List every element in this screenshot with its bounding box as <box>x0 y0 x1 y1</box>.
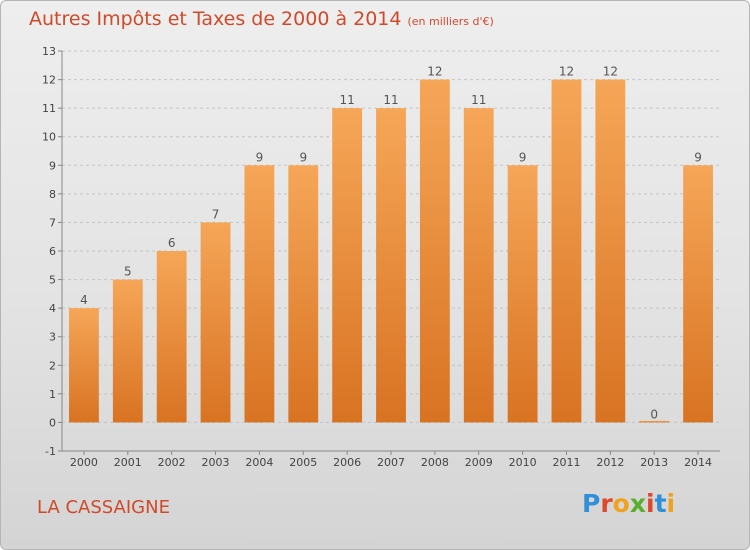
data-label: 5 <box>124 265 132 279</box>
logo-letter: r <box>600 489 613 518</box>
bar <box>419 79 450 423</box>
y-tick-label: 11 <box>42 102 56 115</box>
y-tick-label: 13 <box>42 45 56 58</box>
data-label: 9 <box>299 150 307 164</box>
x-tick-labels: 2000 2001 2002 2003 2004 2005 2006 2007 2008 2009… <box>70 456 712 469</box>
proxiti-logo[interactable]: Proxiti <box>582 489 675 518</box>
x-tick-label: 2003 <box>202 456 230 469</box>
y-tick-label: 10 <box>42 131 56 144</box>
x-tick-label: 2010 <box>509 456 537 469</box>
x-tick-label: 2011 <box>552 456 580 469</box>
y-tick-label: 6 <box>49 245 56 258</box>
chart-title-block: Autres Impôts et Taxes de 2000 à 2014 (en… <box>29 8 494 30</box>
data-label: 4 <box>80 293 88 307</box>
y-tick-label: 8 <box>49 188 56 201</box>
place-name: LA CASSAIGNE <box>37 497 170 518</box>
data-label: 11 <box>471 93 486 107</box>
data-label: 9 <box>256 150 264 164</box>
y-tick-label: 3 <box>49 331 56 344</box>
logo-letter: t <box>654 489 667 518</box>
bar <box>376 108 406 423</box>
bar <box>244 165 275 423</box>
x-tick-label: 2005 <box>289 456 317 469</box>
data-label: 12 <box>559 65 574 79</box>
x-tick-label: 2006 <box>333 456 361 469</box>
bar <box>639 420 670 423</box>
y-tick-label: 4 <box>49 302 56 315</box>
chart-unit: (en milliers d'€) <box>407 15 494 28</box>
y-tick-label: 9 <box>49 159 56 172</box>
bar <box>551 79 582 423</box>
bar <box>200 222 231 423</box>
logo-letter: o <box>612 489 630 518</box>
bar <box>332 108 363 423</box>
bars <box>69 79 713 423</box>
bar <box>156 251 187 423</box>
data-label: 11 <box>383 93 398 107</box>
bar <box>112 279 143 423</box>
logo-letter: P <box>582 489 601 518</box>
y-tick-label: 12 <box>42 74 56 87</box>
bar <box>69 308 99 423</box>
axes <box>58 50 720 455</box>
x-tick-label: 2002 <box>158 456 186 469</box>
y-tick-label: 2 <box>49 359 56 372</box>
x-tick-label: 2013 <box>640 456 668 469</box>
data-label: 9 <box>694 150 702 164</box>
data-label: 12 <box>427 65 442 79</box>
x-tick-label: 2004 <box>245 456 273 469</box>
y-tick-label: 1 <box>49 388 56 401</box>
bar <box>683 165 713 423</box>
x-tick-label: 2000 <box>70 456 98 469</box>
data-label: 12 <box>603 65 618 79</box>
logo-letter: i <box>646 489 655 518</box>
data-label: 11 <box>339 93 354 107</box>
x-tick-label: 2009 <box>465 456 493 469</box>
x-tick-label: 2008 <box>421 456 449 469</box>
data-labels: 4 5 6 7 9 9 11 11 12 11 9 12 12 0 9 <box>80 65 702 422</box>
bar <box>463 108 494 423</box>
logo-letter: x <box>629 489 646 518</box>
x-tick-label: 2012 <box>596 456 624 469</box>
data-label: 9 <box>519 150 527 164</box>
y-tick-label: -1 <box>45 445 56 458</box>
data-label: 7 <box>212 207 220 221</box>
y-tick-label: 0 <box>49 416 56 429</box>
logo-letter: i <box>666 489 676 518</box>
bar <box>595 79 626 423</box>
bar <box>288 165 319 423</box>
data-label: 0 <box>650 407 658 421</box>
chart-title: Autres Impôts et Taxes de 2000 à 2014 <box>29 8 402 30</box>
x-tick-label: 2001 <box>114 456 142 469</box>
y-tick-label: 7 <box>49 216 56 229</box>
x-tick-label: 2014 <box>684 456 712 469</box>
y-tick-label: 5 <box>49 274 56 287</box>
x-tick-label: 2007 <box>377 456 405 469</box>
bar <box>507 165 538 423</box>
data-label: 6 <box>168 236 176 250</box>
